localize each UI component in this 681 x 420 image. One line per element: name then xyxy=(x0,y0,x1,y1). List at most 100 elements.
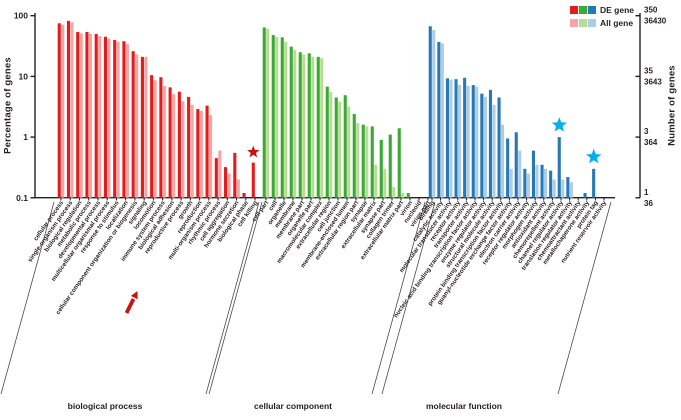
bar-all xyxy=(275,36,279,198)
left-axis-tick-label: 1 xyxy=(23,132,28,142)
bar-all xyxy=(356,123,360,198)
de-blue-swatch-icon xyxy=(588,5,596,14)
bar-all xyxy=(365,126,369,198)
bar-de xyxy=(523,168,527,198)
bar-all xyxy=(227,173,231,198)
bar-all xyxy=(61,24,65,198)
bar-de xyxy=(233,152,237,198)
bar-de xyxy=(352,114,356,198)
bar-de xyxy=(379,139,383,198)
category-label-cellular-component: cellular component xyxy=(254,401,332,411)
bar-all xyxy=(107,38,111,198)
bar-de xyxy=(361,124,365,198)
legend-de-label: DE gene xyxy=(600,4,635,15)
bar-de xyxy=(85,31,89,198)
bar-de xyxy=(307,53,311,198)
bar-all xyxy=(501,124,505,198)
de-red-swatch-icon xyxy=(570,5,578,14)
all-blue-swatch-icon xyxy=(588,18,596,27)
annotation-arrow-head-icon xyxy=(130,291,138,300)
bar-all xyxy=(302,54,306,198)
bar-all xyxy=(181,101,185,198)
left-axis-title: Percentage of genes xyxy=(2,57,14,154)
bar-de xyxy=(103,36,107,198)
bar-de xyxy=(540,164,544,198)
bar-de xyxy=(583,192,587,198)
right-axis-title: Number of genes xyxy=(666,65,678,146)
bar-de xyxy=(159,77,163,198)
bar-all xyxy=(401,192,405,198)
bar-de xyxy=(196,109,200,198)
bar-de xyxy=(514,132,518,198)
bar-de xyxy=(316,56,320,198)
bar-de xyxy=(397,128,401,198)
left-axis-tick-label: 0.1 xyxy=(16,193,28,203)
bar-de xyxy=(325,86,329,198)
bar-de xyxy=(57,23,61,198)
bar-all xyxy=(492,104,496,198)
bar-all xyxy=(449,79,453,198)
bar-de xyxy=(549,170,553,198)
right-axis-all-count-label: 3643 xyxy=(644,77,662,86)
bar-de xyxy=(471,85,475,198)
legend-all-label: All gene xyxy=(600,17,634,28)
bar-all xyxy=(329,91,333,198)
bar-de xyxy=(370,126,374,198)
bar-all xyxy=(79,33,83,198)
bar-all xyxy=(440,43,444,198)
bar-de xyxy=(334,97,338,198)
bar-de xyxy=(251,162,255,198)
bar-all xyxy=(544,168,548,198)
bar-all xyxy=(320,58,324,198)
bar-de xyxy=(428,26,432,198)
bar-de xyxy=(205,105,209,198)
bar-all xyxy=(98,36,102,198)
bar-all xyxy=(199,110,203,198)
right-axis-de-count-label: 35 xyxy=(644,66,653,75)
bracket-right-line xyxy=(208,201,263,395)
bar-all xyxy=(347,106,351,198)
left-axis-tick-label: 10 xyxy=(19,71,29,81)
bar-de xyxy=(271,35,275,198)
bar-all xyxy=(70,22,74,198)
bar-de xyxy=(454,79,458,198)
bar-all xyxy=(144,56,148,198)
legend-row-all: All gene xyxy=(570,16,634,29)
bar-de xyxy=(463,77,467,198)
bar-de xyxy=(66,20,71,198)
bar-de xyxy=(187,96,191,198)
bar-de xyxy=(445,78,449,198)
all-red-swatch-icon xyxy=(570,18,578,27)
legend: DE gene All gene xyxy=(570,3,634,29)
bar-de xyxy=(289,46,293,198)
bar-de xyxy=(280,37,284,198)
bracket-right-line xyxy=(381,201,436,395)
bar-de xyxy=(437,41,441,198)
bar-all xyxy=(218,150,222,198)
bar-all xyxy=(466,85,470,198)
bar-all xyxy=(311,56,315,198)
bar-all xyxy=(88,33,93,198)
term-label: cell xyxy=(267,199,279,212)
bar-de xyxy=(168,87,172,198)
bar-all xyxy=(135,54,139,198)
bar-de xyxy=(566,177,570,198)
right-axis-de-count-label: 3 xyxy=(644,127,649,136)
bar-de xyxy=(388,134,392,198)
bar-all xyxy=(209,115,213,198)
highlight-star-icon xyxy=(247,145,260,158)
bar-de xyxy=(480,93,484,198)
bar-all xyxy=(153,80,157,198)
bar-de xyxy=(592,168,596,198)
bar-all xyxy=(552,179,556,198)
bar-all xyxy=(293,50,297,198)
bar-de xyxy=(506,138,510,198)
bar-all xyxy=(338,101,342,198)
highlight-star-icon xyxy=(586,148,602,164)
bar-all xyxy=(432,30,436,198)
right-axis-all-count-label: 36430 xyxy=(644,17,667,26)
bar-de xyxy=(298,52,302,198)
bar-all xyxy=(383,168,387,198)
bracket-right-line xyxy=(557,201,612,395)
